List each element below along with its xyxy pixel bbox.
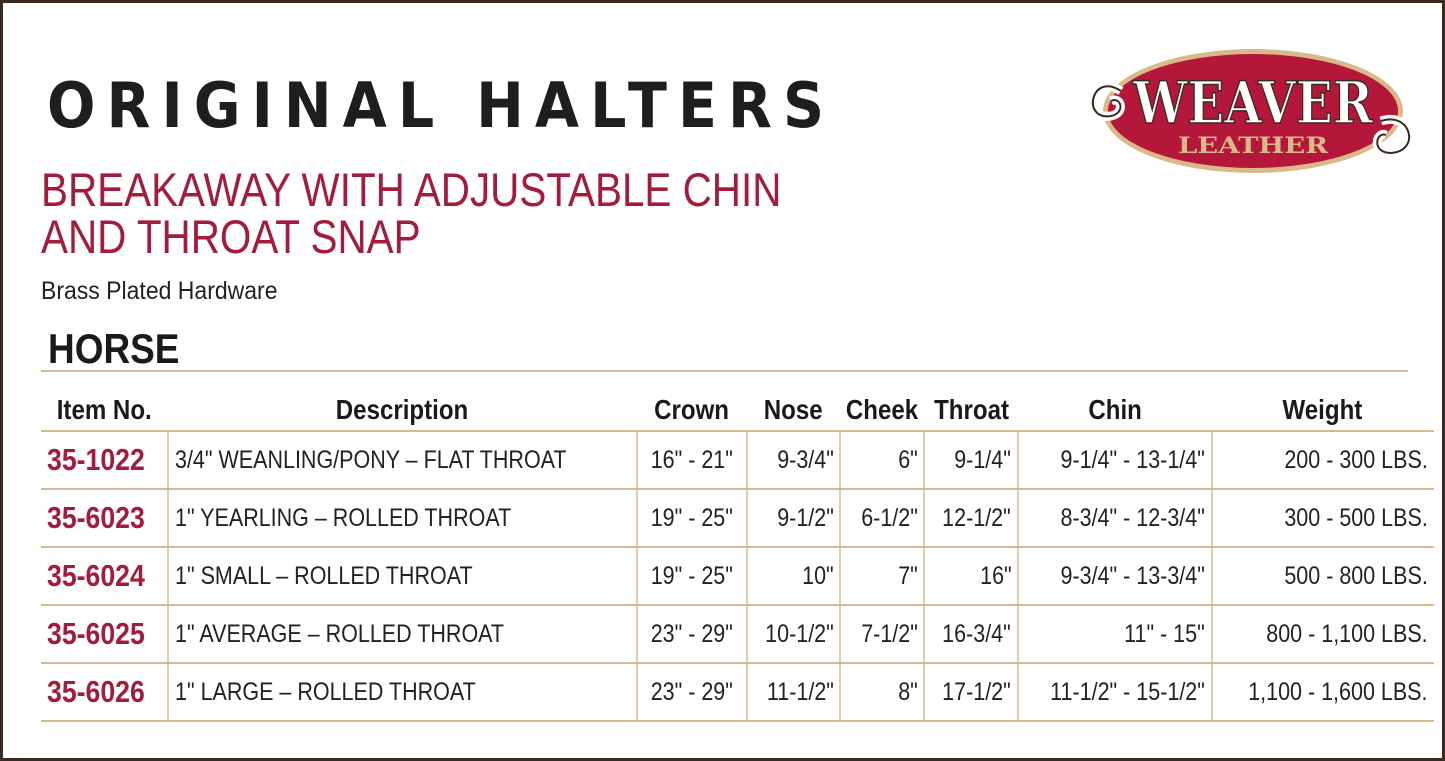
cell-throat: 12-1/2" <box>923 489 1019 548</box>
cell-chin: 9-1/4" - 13-1/4" <box>1017 431 1213 490</box>
cell-nose: 11-1/2" <box>745 663 841 722</box>
cell-weight: 1,100 - 1,600 LBS. <box>1211 663 1434 722</box>
column-header-weight: Weight <box>1212 389 1434 432</box>
svg-text:LEATHER: LEATHER <box>1178 133 1329 159</box>
column-header-crown: Crown <box>637 389 747 432</box>
column-header-description: Description <box>167 389 638 432</box>
cell-chin: 8-3/4" - 12-3/4" <box>1017 489 1213 548</box>
column-header-chin: Chin <box>1018 389 1213 432</box>
cell-crown: 16" - 21" <box>636 431 747 490</box>
cell-nose: 10-1/2" <box>745 605 841 664</box>
section-divider <box>41 370 1408 372</box>
cell-nose: 10" <box>745 547 841 606</box>
cell-crown: 19" - 25" <box>636 489 747 548</box>
cell-crown: 23" - 29" <box>636 605 747 664</box>
cell-description: 1" LARGE – ROLLED THROAT <box>166 663 638 722</box>
table-header-row: Item No. Description Crown Nose Cheek Th… <box>41 389 1434 432</box>
subtitle-line-1: BREAKAWAY WITH ADJUSTABLE CHIN <box>41 163 782 216</box>
cell-weight: 800 - 1,100 LBS. <box>1211 605 1434 664</box>
cell-throat: 16" <box>923 547 1019 606</box>
hardware-note: Brass Plated Hardware <box>41 277 278 305</box>
cell-cheek: 8" <box>839 663 925 722</box>
cell-throat: 16-3/4" <box>923 605 1019 664</box>
cell-throat: 17-1/2" <box>923 663 1019 722</box>
svg-text:WEAVER: WEAVER <box>1132 69 1373 137</box>
cell-weight: 300 - 500 LBS. <box>1211 489 1434 548</box>
cell-description: 3/4" WEANLING/PONY – FLAT THROAT <box>166 431 638 490</box>
cell-crown: 19" - 25" <box>636 547 747 606</box>
cell-item-no: 35-6026 <box>41 663 168 722</box>
table-row: 35-1022 3/4" WEANLING/PONY – FLAT THROAT 1… <box>41 431 1434 490</box>
table-row: 35-6023 1" YEARLING – ROLLED THROAT 19" - … <box>41 489 1434 548</box>
column-header-throat: Throat <box>924 389 1019 432</box>
cell-description: 1" SMALL – ROLLED THROAT <box>166 547 638 606</box>
cell-cheek: 6" <box>839 431 925 490</box>
cell-nose: 9-3/4" <box>745 431 841 490</box>
cell-chin: 9-3/4" - 13-3/4" <box>1017 547 1213 606</box>
cell-crown: 23" - 29" <box>636 663 747 722</box>
table-row: 35-6025 1" AVERAGE – ROLLED THROAT 23" - 2… <box>41 605 1434 664</box>
sizing-table: Item No. Description Crown Nose Cheek Th… <box>41 389 1434 722</box>
subtitle-line-2: AND THROAT SNAP <box>41 210 421 263</box>
cell-throat: 9-1/4" <box>923 431 1019 490</box>
cell-chin: 11" - 15" <box>1017 605 1213 664</box>
cell-description: 1" AVERAGE – ROLLED THROAT <box>166 605 638 664</box>
cell-cheek: 7" <box>839 547 925 606</box>
column-header-cheek: Cheek <box>840 389 925 432</box>
column-header-nose: Nose <box>746 389 841 432</box>
cell-nose: 9-1/2" <box>745 489 841 548</box>
cell-item-no: 35-6023 <box>41 489 168 548</box>
cell-cheek: 6-1/2" <box>839 489 925 548</box>
cell-item-no: 35-6025 <box>41 605 168 664</box>
section-heading: HORSE <box>48 325 180 372</box>
table-row: 35-6026 1" LARGE – ROLLED THROAT 23" - 29"… <box>41 663 1434 722</box>
cell-chin: 11-1/2" - 15-1/2" <box>1017 663 1213 722</box>
product-subtitle: BREAKAWAY WITH ADJUSTABLE CHIN AND THROA… <box>41 166 781 260</box>
cell-cheek: 7-1/2" <box>839 605 925 664</box>
cell-item-no: 35-1022 <box>41 431 168 490</box>
weaver-leather-logo: WEAVER LEATHER <box>1088 49 1414 173</box>
page-title: ORIGINAL HALTERS <box>47 69 836 142</box>
cell-item-no: 35-6024 <box>41 547 168 606</box>
cell-weight: 500 - 800 LBS. <box>1211 547 1434 606</box>
table-row: 35-6024 1" SMALL – ROLLED THROAT 19" - 25"… <box>41 547 1434 606</box>
cell-description: 1" YEARLING – ROLLED THROAT <box>166 489 638 548</box>
column-header-item-no: Item No. <box>41 389 168 432</box>
cell-weight: 200 - 300 LBS. <box>1211 431 1434 490</box>
